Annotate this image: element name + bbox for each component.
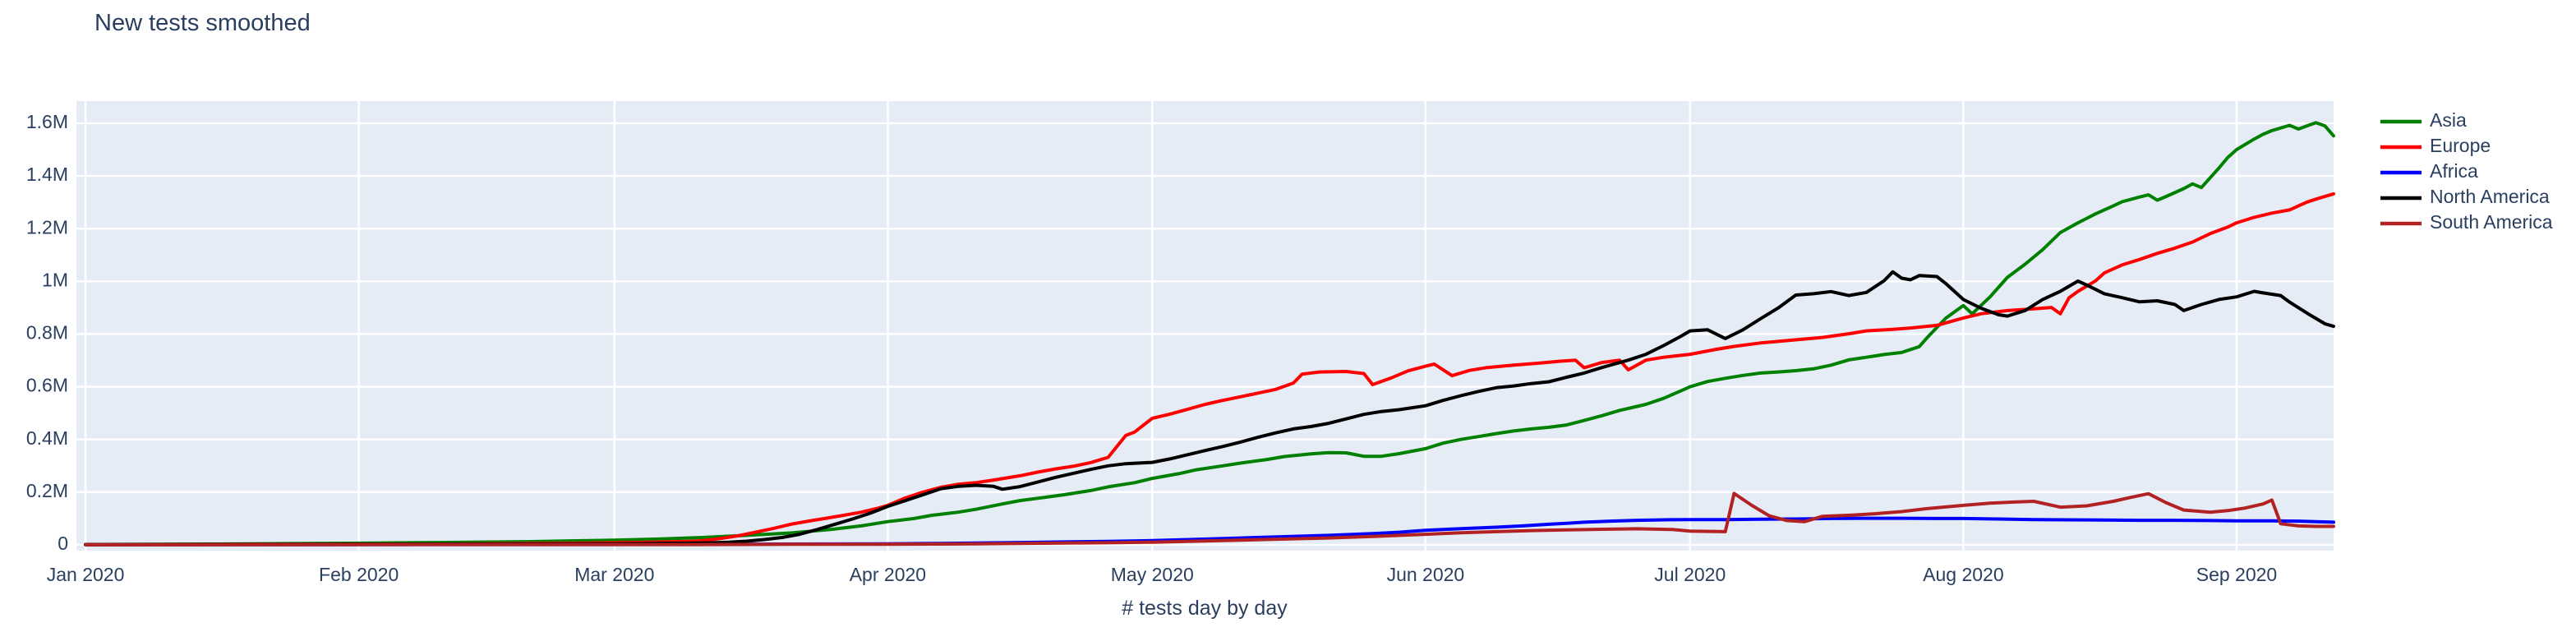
x-tick-label: Jun 2020	[1387, 564, 1465, 585]
x-tick-label: Feb 2020	[319, 564, 399, 585]
y-tick-label: 0.8M	[26, 322, 68, 344]
legend-item-europe[interactable]: Europe	[2380, 135, 2491, 156]
legend-label-europe: Europe	[2430, 135, 2491, 156]
x-tick-label: Sep 2020	[2196, 564, 2277, 585]
x-tick-label: Aug 2020	[1923, 564, 2003, 585]
x-tick-label: Jul 2020	[1654, 564, 1726, 585]
legend-label-africa: Africa	[2430, 160, 2478, 182]
legend-item-africa[interactable]: Africa	[2380, 160, 2478, 182]
page-title: New tests smoothed	[94, 10, 311, 36]
series-line-asia	[84, 121, 2335, 547]
series-line-europe	[84, 191, 2335, 547]
series-line-south-america	[84, 491, 2335, 547]
legend-item-asia[interactable]: Asia	[2380, 109, 2467, 131]
legend-label-north-america: North America	[2430, 186, 2550, 207]
gridlines	[76, 101, 2334, 551]
legend-label-south-america: South America	[2430, 211, 2553, 233]
y-tick-label: 0.2M	[26, 480, 68, 501]
legend-item-south-america[interactable]: South America	[2380, 211, 2553, 233]
x-axis-tick-labels: Jan 2020 Feb 2020 Mar 2020 Apr 2020 May 2020…	[47, 564, 2277, 585]
y-tick-label: 1.2M	[26, 216, 68, 238]
series-line-north-america	[84, 270, 2335, 547]
y-tick-label: 0.6M	[26, 375, 68, 396]
x-tick-label: Jan 2020	[47, 564, 125, 585]
y-tick-label: 1.6M	[26, 111, 68, 132]
x-tick-label: Mar 2020	[574, 564, 654, 585]
x-tick-label: Apr 2020	[850, 564, 926, 585]
x-axis-title: # tests day by day	[1122, 597, 1288, 620]
y-tick-label: 0.4M	[26, 427, 68, 449]
y-axis-tick-labels: 0 0.2M 0.4M 0.6M 0.8M 1M 1.2M 1.4M 1.6M	[26, 111, 68, 554]
y-tick-label: 1.4M	[26, 164, 68, 185]
y-tick-label: 1M	[42, 269, 68, 290]
x-tick-label: May 2020	[1111, 564, 1194, 585]
series-lines	[84, 121, 2335, 547]
plot-area[interactable]	[76, 101, 2334, 551]
y-tick-label: 0	[58, 533, 68, 554]
legend: Asia Europe Africa North America South Ameri…	[2380, 109, 2553, 233]
legend-label-asia: Asia	[2430, 109, 2467, 131]
legend-item-north-america[interactable]: North America	[2380, 186, 2550, 207]
